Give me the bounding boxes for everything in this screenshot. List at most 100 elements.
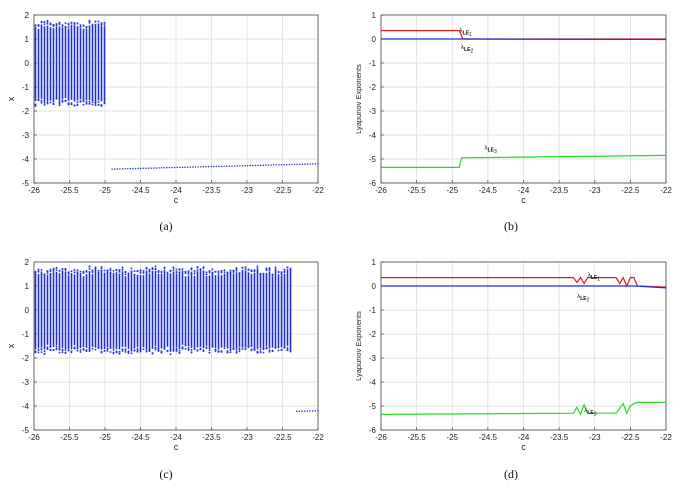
scatter-point [64,267,67,270]
scatter-point [112,351,115,354]
y-tick-label: -2 [22,354,30,363]
scatter-point [79,24,82,26]
series-line-le2 [381,38,667,41]
fixed-point-marker [295,410,298,413]
scatter-point [112,274,115,276]
bifurcation-band [34,19,106,107]
y-tick-label: -5 [22,179,30,188]
scatter-point [139,269,142,272]
chart-panel-d: -26 -25.5 -25 -24.5 -24 -23.5 -23 -22.5 -22 -6 -5 -… [354,258,672,481]
scatter-point [76,272,79,275]
scatter-point [271,273,274,276]
scatter-point [286,349,289,352]
scatter-point [274,266,277,269]
scatter-point [85,270,88,272]
x-tick-label: -25 [446,433,458,442]
scatter-point [193,270,196,272]
scatter-point [52,23,55,26]
x-tick-label: -25 [446,186,458,195]
fixed-point-marker [301,410,303,412]
scatter-point [148,268,151,271]
scatter-point [61,270,64,273]
y-tick-label: -5 [369,155,377,164]
scatter-point [103,269,106,272]
x-tick-label: -25 [99,433,111,442]
scatter-point [241,346,244,348]
scatter-point [103,273,106,276]
scatter-point [34,24,37,27]
scatter-point [82,345,85,348]
scatter-point [193,347,196,350]
scatter-point [223,269,226,272]
scatter-point [220,351,223,353]
scatter-point [289,267,292,270]
fixed-point-marker [246,164,249,167]
scatter-point [229,349,232,351]
fixed-point-marker [153,167,155,169]
scatter-point [88,268,91,270]
fixed-point-marker [301,163,304,165]
scatter-point [199,269,202,271]
scatter-point [100,351,103,354]
x-tick-label: -24 [518,186,530,195]
annotation-le3: λLE3 [484,144,497,155]
scatter-point [223,273,226,276]
fixed-point-marker [121,168,124,170]
chart-panel-c: -26 -25.5 -25 -24.5 -24 -23.5 -23 -22.5 -22-5-4-… [6,258,324,481]
scatter-point [34,270,37,273]
scatter-point [229,271,232,274]
scatter-point [130,270,133,273]
scatter-point [190,349,193,351]
scatter-point [202,270,205,272]
scatter-point [79,270,82,273]
fixed-point-marker [278,164,280,166]
scatter-point [70,350,73,353]
scatter-point [253,348,256,350]
x-tick-label: -24 [170,433,182,442]
scatter-point [67,347,70,349]
scatter-point [40,99,43,102]
annotation-le2: λLE2 [577,293,590,304]
scatter-point [208,349,211,351]
fixed-point-marker [210,165,212,168]
fixed-point-marker [314,410,317,412]
scatter-point [118,270,121,272]
scatter-point [106,269,109,272]
scatter-point [157,348,160,350]
scatter-point [82,348,85,351]
x-axis-label: c [174,195,179,205]
scatter-point [52,349,55,351]
scatter-point [280,273,283,276]
scatter-point [175,348,178,350]
scatter-point [265,347,268,349]
scatter-point [232,269,235,272]
scatter-point [217,274,220,276]
scatter-point [133,349,136,352]
scatter-point [94,267,97,270]
scatter-point [70,22,73,24]
scatter-point [145,267,148,270]
fixed-point-marker [202,165,205,168]
scatter-point [160,270,163,273]
scatter-point [211,268,214,271]
scatter-point [268,349,271,352]
panel-caption: (c) [159,467,172,481]
scatter-point [58,102,61,105]
scatter-point [37,25,40,27]
fixed-point-marker [241,164,244,167]
fixed-point-marker [111,168,113,170]
x-axis-label: c [521,195,526,205]
scatter-point [286,266,289,269]
scatter-point [61,351,64,354]
scatter-point [169,273,172,275]
scatter-point [46,21,49,23]
scatter-point [184,347,187,350]
scatter-point [43,21,46,24]
scatter-point [229,351,232,354]
scatter-point [91,269,94,272]
scatter-point [76,104,79,107]
scatter-point [187,349,190,351]
scatter-point [262,348,265,351]
chart-panel-a: -26 -25.5 -25 -24.5 -24 -23.5 -23 -22.5 -22-5-4-… [6,11,324,233]
fixed-point-marker [116,168,119,170]
